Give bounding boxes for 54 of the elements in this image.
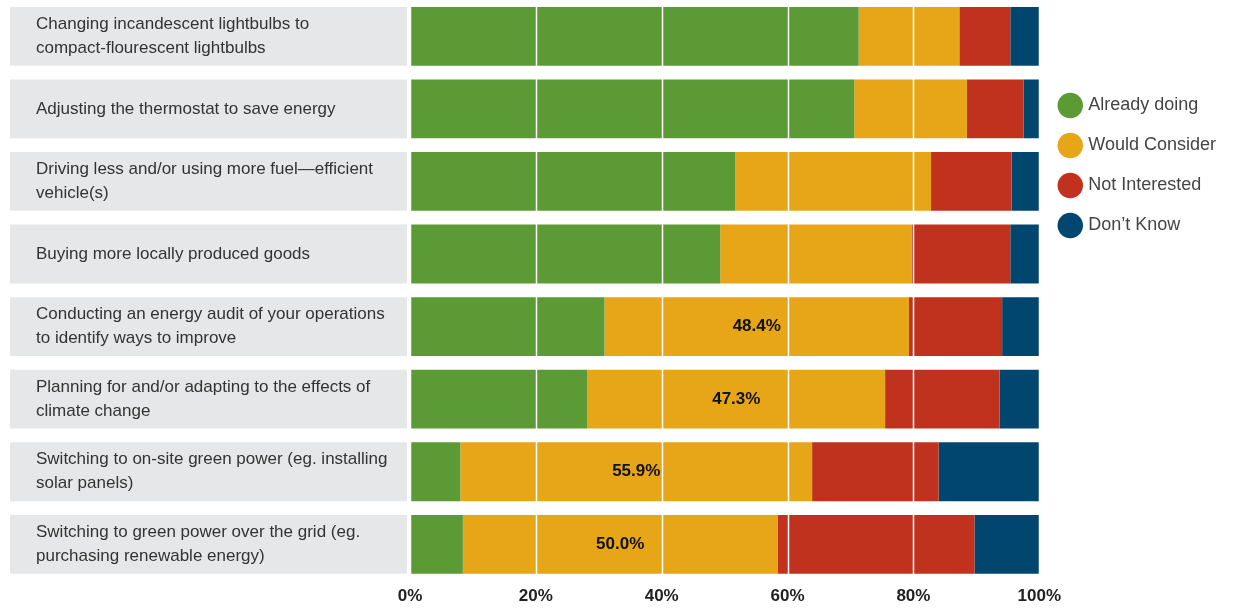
y-tick-label: Switching to green power over the grid (eg. purchasing renewable energy) — [36, 522, 361, 565]
bar — [462, 514, 778, 574]
data-label: 55.9% — [612, 461, 661, 481]
bar — [460, 442, 813, 502]
x-tick-label: 100% — [1017, 586, 1062, 606]
bar — [911, 224, 1011, 284]
bar — [410, 79, 855, 139]
legend-label: Would Consider — [1088, 134, 1217, 155]
x-tick-label: 80% — [896, 586, 931, 606]
bar — [938, 442, 1040, 502]
legend-label: Don’t Know — [1088, 214, 1182, 235]
bar — [909, 297, 1003, 356]
data-label: 50.0% — [596, 534, 645, 553]
y-tick-label: Buying more locally produced goods — [36, 243, 311, 263]
bar — [410, 152, 736, 211]
bar — [812, 442, 939, 502]
bar — [959, 6, 1011, 66]
bar — [720, 224, 912, 284]
bar — [854, 79, 967, 139]
bar — [410, 224, 721, 284]
bar — [410, 369, 588, 429]
y-tick-label: Planning for and/or adapting to the effects of climate change — [36, 376, 371, 420]
x-tick-label: 0% — [397, 586, 423, 606]
bar — [587, 369, 886, 429]
bar — [777, 514, 975, 574]
legend-label: Not Interested — [1088, 174, 1202, 195]
y-tick-label: Changing incandescent lightbulbs to compact-flourescent lightbulbs — [36, 13, 310, 57]
y-tick-label: Adjusting the thermostat to save energy — [36, 98, 337, 118]
bar — [974, 514, 1040, 574]
bar — [1010, 224, 1040, 284]
bar — [1002, 297, 1040, 356]
bar — [999, 369, 1040, 429]
bar — [735, 152, 932, 211]
bar — [1023, 79, 1040, 139]
y-tick-label: Switching to on-site green power (eg. installing solar panels) — [36, 449, 388, 493]
x-tick-label: 60% — [770, 586, 805, 606]
bar — [1011, 152, 1040, 211]
x-tick-label: 20% — [518, 586, 553, 606]
y-tick-label: Driving less and/or using more fuel—efficient vehicle(s) — [36, 159, 374, 203]
bar — [885, 369, 1000, 429]
legend-label: Already doing — [1088, 94, 1199, 115]
bar — [410, 442, 461, 502]
bar — [931, 152, 1012, 211]
bar — [604, 297, 910, 356]
bar — [410, 6, 859, 66]
bar — [1010, 6, 1040, 66]
bar — [858, 6, 960, 66]
bar — [410, 297, 605, 356]
bar — [966, 79, 1024, 139]
x-tick-label: 40% — [644, 586, 679, 606]
data-label: 48.4% — [732, 316, 781, 336]
data-label: 47.3% — [712, 388, 761, 408]
y-tick-label: Conducting an energy audit of your operations to identify ways to improve — [36, 304, 385, 348]
bar — [410, 514, 463, 574]
